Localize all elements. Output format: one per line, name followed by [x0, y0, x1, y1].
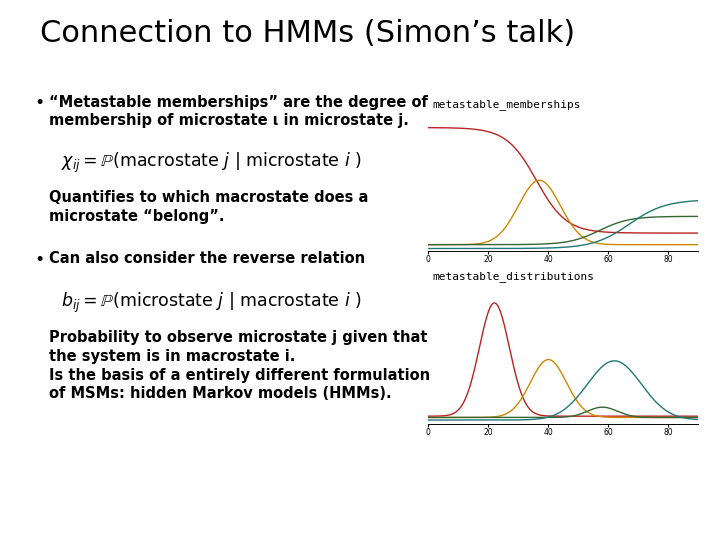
Text: Connection to HMMs (Simon’s talk): Connection to HMMs (Simon’s talk) [40, 19, 575, 48]
Text: Quantifies to which macrostate does a
microstate “belong”.: Quantifies to which macrostate does a mi… [49, 190, 369, 224]
Text: metastable_distributions: metastable_distributions [432, 272, 594, 282]
Text: $b_{ij} = \mathbb{P}($microstate $j$ | macrostate $i$ $)$: $b_{ij} = \mathbb{P}($microstate $j$ | m… [61, 291, 362, 315]
Text: metastable_memberships: metastable_memberships [432, 99, 580, 110]
Text: Probability to observe microstate j given that
the system is in macrostate i.
Is: Probability to observe microstate j give… [49, 330, 430, 401]
Text: •: • [35, 251, 45, 269]
Text: •: • [35, 94, 45, 112]
Text: “Metastable memberships” are the degree of
membership of microstate ι in microst: “Metastable memberships” are the degree … [49, 94, 428, 128]
Text: $\chi_{ij} = \mathbb{P}($macrostate $j$ | microstate $i$ $)$: $\chi_{ij} = \mathbb{P}($macrostate $j$ … [61, 151, 362, 176]
Text: Can also consider the reverse relation: Can also consider the reverse relation [49, 251, 365, 266]
